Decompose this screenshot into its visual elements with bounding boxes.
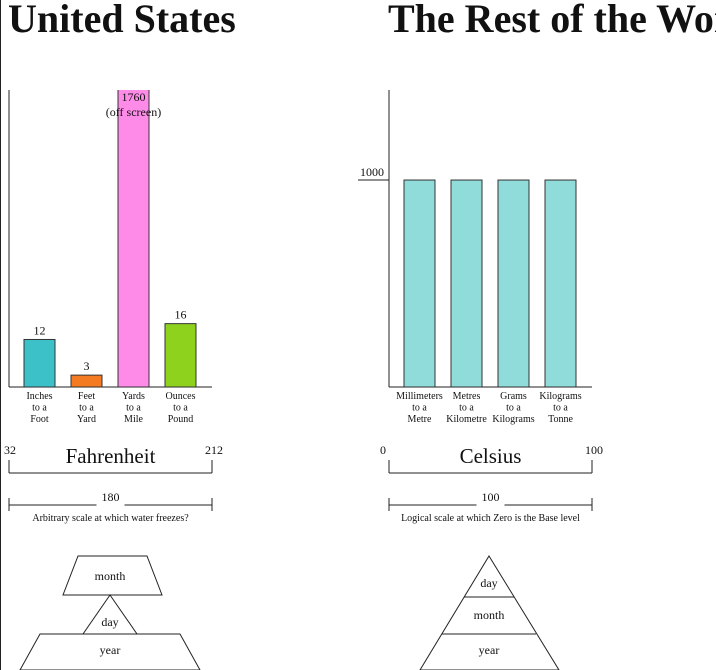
x-tick-label: to a (412, 403, 427, 414)
pyramid-shape (62, 555, 163, 596)
bar (403, 179, 436, 387)
span-label: 100 (482, 490, 500, 504)
span-label-bg (476, 490, 505, 506)
x-tick-label: Ounces (166, 391, 196, 402)
x-tick-label: Feet (78, 391, 95, 402)
scale-low: 0 (380, 443, 386, 457)
x-tick-label: Foot (30, 414, 49, 425)
x-tick-label: to a (32, 403, 47, 414)
x-tick-label: to a (79, 403, 94, 414)
column-title: The Rest of the World (388, 0, 716, 41)
x-tick-label: Kilometre (446, 414, 487, 425)
x-tick-label: Yards (122, 391, 145, 402)
bar (23, 338, 56, 387)
column-title: United States (8, 0, 236, 41)
value-label: 3 (84, 359, 90, 373)
x-tick-label: to a (173, 403, 188, 414)
x-tick-label: Kilograms (539, 391, 581, 402)
pyramid-label: day (480, 576, 497, 590)
pyramid-label: month (95, 569, 126, 583)
pyramid-label: month (474, 608, 505, 622)
scale-name: Celsius (460, 444, 522, 468)
x-tick-label: Metre (408, 414, 432, 425)
x-tick-label: Tonne (548, 414, 573, 425)
pyramid-label: year (100, 643, 121, 657)
bar (70, 374, 103, 387)
x-tick-label: to a (553, 403, 568, 414)
x-tick-label: Pound (168, 414, 194, 425)
x-tick-label: Inches (26, 391, 52, 402)
x-tick-label: Kilograms (492, 414, 534, 425)
x-tick-label: to a (126, 403, 141, 414)
span-label-bg (96, 490, 125, 506)
y-tick-label: 1000 (360, 165, 384, 179)
value-label: 12 (34, 323, 46, 337)
x-tick-label: Grams (500, 391, 527, 402)
scale-name: Fahrenheit (66, 444, 156, 468)
x-tick-label: to a (459, 403, 474, 414)
annotation: (off screen) (106, 105, 161, 119)
bar (117, 90, 150, 387)
bar (450, 179, 483, 387)
x-tick-label: Millimeters (396, 391, 443, 402)
scale-caption: Logical scale at which Zero is the Base … (401, 513, 580, 524)
span-label: 180 (102, 490, 120, 504)
x-tick-label: Mile (124, 414, 143, 425)
pyramid-label: year (479, 643, 500, 657)
pyramid-shape (419, 555, 560, 670)
bar (497, 179, 530, 387)
pyramid-label: day (101, 615, 118, 629)
bar (544, 179, 577, 387)
scale-low: 32 (4, 443, 16, 457)
x-tick-label: to a (506, 403, 521, 414)
value-label: 1760 (122, 90, 146, 104)
bar (164, 323, 197, 387)
x-tick-label: Metres (453, 391, 481, 402)
scale-high: 212 (205, 443, 223, 457)
value-label: 16 (175, 308, 187, 322)
scale-high: 100 (585, 443, 603, 457)
x-tick-label: Yard (77, 414, 96, 425)
pyramid-shape (19, 633, 201, 670)
scale-caption: Arbitrary scale at which water freezes? (32, 513, 189, 524)
